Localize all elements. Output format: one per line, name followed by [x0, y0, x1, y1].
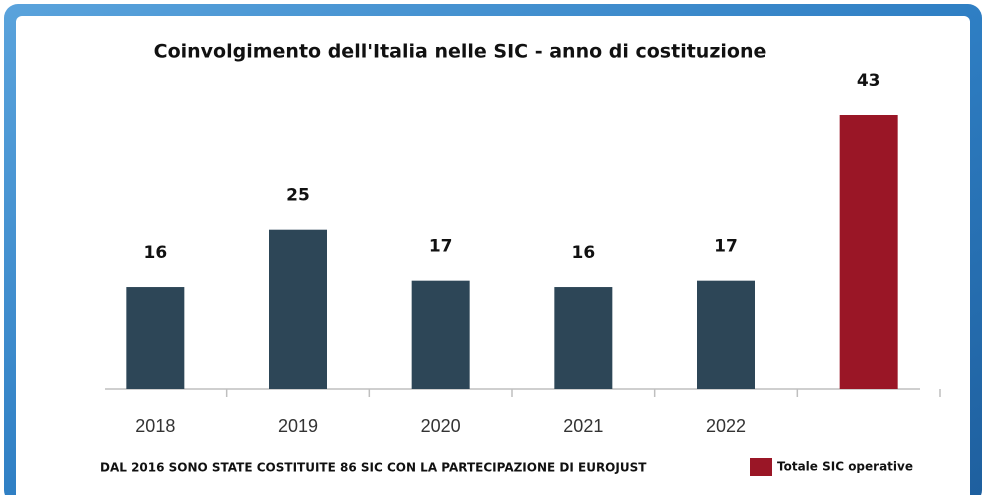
bar [269, 229, 327, 389]
bar [839, 115, 898, 389]
x-tick-label: 2021 [563, 416, 603, 436]
x-tick-label: 2022 [706, 416, 746, 436]
bar [554, 287, 613, 389]
legend-swatch [750, 458, 772, 476]
x-tick-label: 2018 [135, 416, 175, 436]
bar [697, 280, 755, 389]
x-tick-label: 2020 [421, 416, 461, 436]
value-label: 17 [429, 237, 453, 257]
value-label: 17 [714, 237, 738, 257]
value-label: 16 [143, 243, 167, 263]
value-label: 25 [286, 186, 310, 206]
bar [126, 287, 185, 389]
chart-title: Coinvolgimento dell'Italia nelle SIC - a… [154, 41, 767, 63]
footnote: DAL 2016 SONO STATE COSTITUITE 86 SIC CO… [100, 461, 647, 475]
bar [411, 280, 470, 389]
x-tick-label: 2019 [278, 416, 318, 436]
value-label: 43 [857, 71, 881, 91]
value-label: 16 [571, 243, 595, 263]
legend-label: Totale SIC operative [777, 460, 913, 474]
